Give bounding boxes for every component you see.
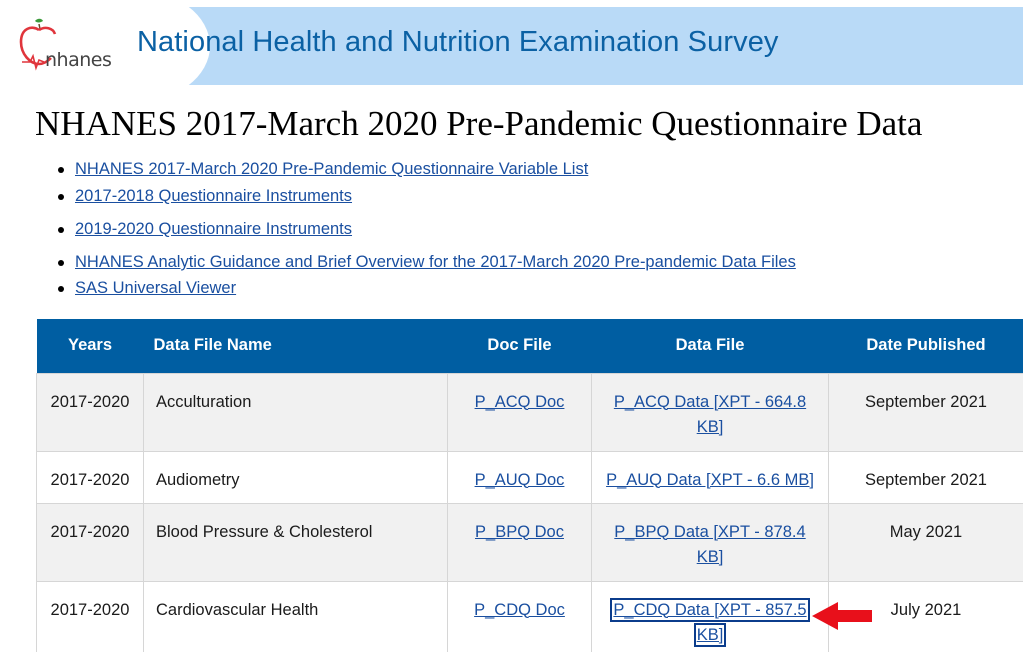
bullet: [58, 227, 64, 233]
nhanes-logo[interactable]: nhanes: [18, 18, 118, 74]
sas-viewer-link[interactable]: SAS Universal Viewer: [75, 279, 237, 297]
cell-doc: P_AUQ Doc: [447, 450, 592, 504]
analytic-guidance-link[interactable]: NHANES Analytic Guidance and Brief Overv…: [75, 253, 796, 271]
cell-data: P_ACQ Data [XPT - 664.8 KB]: [591, 372, 829, 452]
cell-name: Blood Pressure & Cholesterol: [143, 502, 448, 582]
cell-years: 2017-2020: [36, 502, 144, 582]
col-header-doc[interactable]: Doc File: [447, 319, 592, 373]
table-row: 2017-2020 Acculturation P_ACQ Doc P_ACQ …: [36, 372, 1023, 452]
bullet: [58, 260, 64, 266]
instruments-2017-2018-link[interactable]: 2017-2018 Questionnaire Instruments: [75, 187, 353, 205]
data-link[interactable]: P_ACQ Data [XPT - 664.8 KB]: [613, 392, 807, 436]
cell-data: P_AUQ Data [XPT - 6.6 MB]: [591, 450, 829, 504]
bullet: [58, 194, 64, 200]
cell-years: 2017-2020: [36, 450, 144, 504]
doc-link[interactable]: P_ACQ Doc: [474, 392, 565, 411]
table-row: 2017-2020 Blood Pressure & Cholesterol P…: [36, 502, 1023, 582]
site-title[interactable]: National Health and Nutrition Examinatio…: [137, 26, 779, 58]
header-curve: [60, 0, 210, 102]
cell-doc: P_ACQ Doc: [447, 372, 592, 452]
cell-doc: P_CDQ Doc: [447, 580, 592, 652]
site-header: nhanes National Health and Nutrition Exa…: [0, 0, 1023, 102]
page-title: NHANES 2017-March 2020 Pre-Pandemic Ques…: [35, 104, 923, 143]
cell-doc: P_BPQ Doc: [447, 502, 592, 582]
data-link-focused[interactable]: P_CDQ Data [XPT - 857.5 KB]: [610, 597, 810, 647]
data-link[interactable]: P_BPQ Data [XPT - 878.4 KB]: [614, 522, 806, 566]
data-files-table: Years Data File Name Doc File Data File …: [36, 319, 1023, 652]
doc-link[interactable]: P_CDQ Doc: [474, 600, 565, 619]
doc-link[interactable]: P_AUQ Doc: [474, 470, 565, 489]
bullet: [58, 286, 64, 292]
cell-years: 2017-2020: [36, 372, 144, 452]
instruments-2019-2020-link[interactable]: 2019-2020 Questionnaire Instruments: [75, 220, 353, 238]
table-row: 2017-2020 Audiometry P_AUQ Doc P_AUQ Dat…: [36, 450, 1023, 504]
cell-name: Acculturation: [143, 372, 448, 452]
header-band: [100, 7, 1023, 85]
cell-date: May 2021: [828, 502, 1023, 582]
data-link[interactable]: P_AUQ Data [XPT - 6.6 MB]: [606, 470, 814, 489]
col-header-years[interactable]: Years: [36, 319, 144, 373]
variable-list-link[interactable]: NHANES 2017-March 2020 Pre-Pandemic Ques…: [75, 160, 589, 178]
bullet: [58, 167, 64, 173]
doc-link[interactable]: P_BPQ Doc: [475, 522, 564, 541]
cell-name: Cardiovascular Health: [143, 580, 448, 652]
logo-text: nhanes: [45, 49, 112, 71]
col-header-data[interactable]: Data File: [591, 319, 829, 373]
cell-name: Audiometry: [143, 450, 448, 504]
cell-date: September 2021: [828, 372, 1023, 452]
cell-data: P_CDQ Data [XPT - 857.5 KB]: [591, 580, 829, 652]
cell-years: 2017-2020: [36, 580, 144, 652]
cell-date: September 2021: [828, 450, 1023, 504]
cell-data: P_BPQ Data [XPT - 878.4 KB]: [591, 502, 829, 582]
arrow-left-icon: [812, 602, 872, 630]
table-row: 2017-2020 Cardiovascular Health P_CDQ Do…: [36, 580, 1023, 652]
col-header-date[interactable]: Date Published: [828, 319, 1023, 373]
col-header-name[interactable]: Data File Name: [143, 319, 448, 373]
apple-heartbeat-icon: [19, 18, 57, 71]
table-header-row: Years Data File Name Doc File Data File …: [36, 319, 1023, 373]
